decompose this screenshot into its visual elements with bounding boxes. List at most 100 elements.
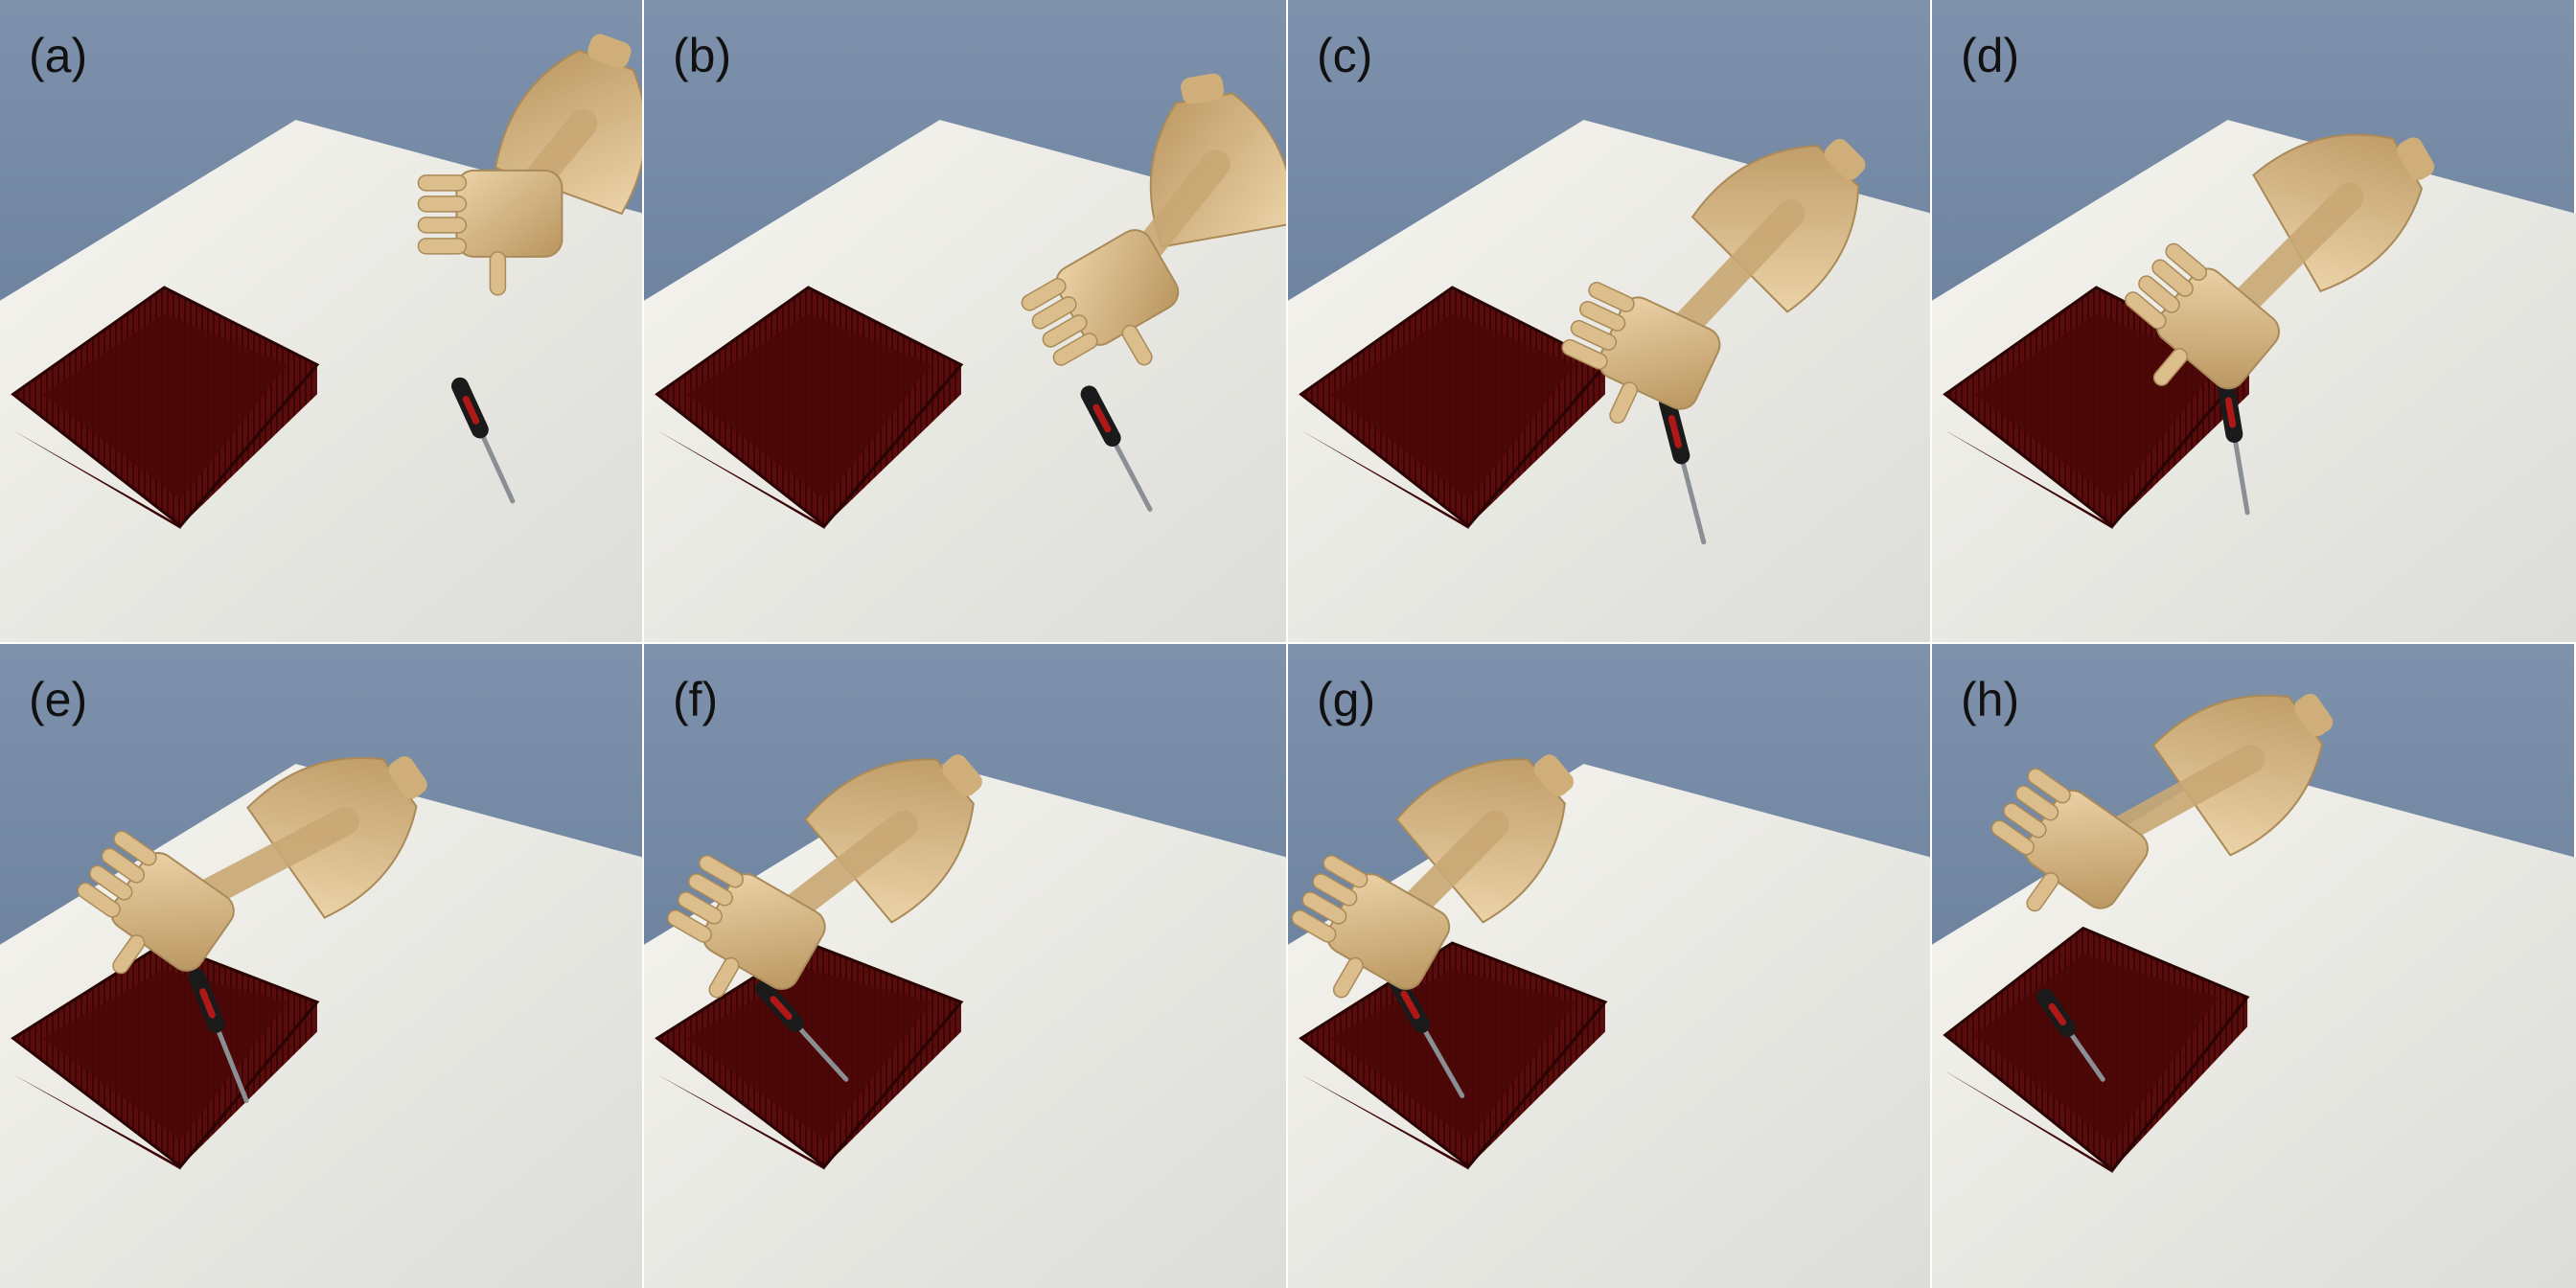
tray-front: [12, 1001, 317, 1167]
screwdriver-grip: [770, 996, 793, 1021]
palm-body: [1055, 229, 1180, 346]
finger: [1579, 300, 1626, 332]
finger: [2125, 291, 2167, 330]
table: [1932, 120, 2576, 645]
wrist: [942, 754, 982, 796]
tray-floor: [1974, 313, 2220, 500]
panel: (b): [644, 0, 1296, 645]
panel: (c): [1288, 0, 1932, 645]
finger: [417, 217, 468, 234]
screwdriver-shaft: [477, 426, 516, 504]
tray-front: [656, 1001, 961, 1167]
finger: [417, 196, 468, 213]
finger: [2014, 785, 2059, 821]
finger: [417, 238, 468, 255]
screwdriver-grip: [462, 396, 480, 425]
panel: (g): [1288, 644, 1932, 1288]
finger: [417, 174, 468, 192]
finger: [1021, 278, 1067, 311]
palm: [1021, 229, 1180, 366]
finger: [1052, 333, 1098, 366]
palm: [2125, 242, 2280, 390]
screwdriver-grip: [1092, 403, 1112, 433]
panel: (d): [1932, 0, 2576, 645]
finger: [688, 873, 733, 907]
finger: [2027, 768, 2071, 804]
tray-floor: [42, 313, 288, 500]
thumb: [708, 956, 740, 999]
wrist: [2397, 137, 2435, 181]
panel-label: (d): [1961, 29, 2019, 82]
finger: [667, 909, 712, 943]
panel: (a): [0, 0, 647, 645]
screwdriver-shaft: [793, 1021, 849, 1082]
finger: [1042, 314, 1088, 348]
finger: [77, 882, 121, 918]
screwdriver-grip: [1668, 415, 1682, 448]
wrist: [2293, 693, 2334, 737]
tray-front: [1944, 364, 2249, 526]
palm-body: [1598, 296, 1721, 410]
palm: [667, 855, 826, 999]
panel-label: (g): [1317, 673, 1375, 726]
finger: [1588, 282, 1635, 312]
screwdriver-shaft: [1678, 452, 1707, 545]
panel-label: (f): [673, 673, 718, 726]
finger: [1312, 873, 1358, 907]
thumb: [2026, 871, 2059, 912]
screwdriver-shaft: [213, 1022, 249, 1104]
screwdriver-shaft: [1110, 435, 1153, 512]
palm-body: [455, 169, 564, 258]
wrist: [587, 34, 632, 69]
finger: [1322, 855, 1368, 888]
tray-front: [1300, 364, 1605, 526]
panel-label: (h): [1961, 673, 2019, 726]
tray-front: [656, 364, 961, 526]
finger: [1031, 296, 1077, 330]
panel-label: (b): [673, 29, 731, 82]
panel: (h): [1932, 644, 2576, 1288]
palm: [417, 169, 564, 296]
panel: (f): [644, 644, 1288, 1288]
tray-floor: [1330, 313, 1576, 500]
finger: [101, 847, 146, 884]
tray-front: [12, 364, 317, 526]
tray-floor: [1330, 969, 1576, 1140]
thumb: [1121, 324, 1153, 366]
wrist: [388, 756, 427, 799]
tray-front: [1944, 997, 2248, 1170]
finger: [1990, 819, 2035, 856]
thumb: [1332, 956, 1364, 999]
thumb: [2152, 348, 2188, 386]
screwdriver-shaft: [2231, 431, 2250, 516]
wrist: [1824, 138, 1866, 180]
tray-floor: [686, 313, 932, 500]
wrist: [1533, 754, 1575, 796]
finger: [2151, 259, 2194, 297]
palm: [1561, 282, 1721, 425]
panel: (e): [0, 644, 644, 1288]
finger: [2003, 802, 2047, 839]
finger: [699, 855, 744, 888]
finger: [2138, 275, 2180, 313]
finger: [1291, 909, 1337, 943]
panel-label: (e): [29, 673, 87, 726]
thumb: [489, 251, 507, 296]
finger: [2165, 242, 2208, 282]
tray-floor: [42, 969, 288, 1140]
tray-front: [1300, 1001, 1605, 1167]
screwdriver-grip: [2224, 397, 2237, 428]
palm: [77, 830, 235, 975]
divider: [0, 642, 2576, 644]
finger: [1561, 338, 1608, 370]
palm: [1990, 768, 2149, 912]
palm: [1291, 855, 1451, 999]
screwdriver-grip: [2048, 1002, 2067, 1026]
finger: [1301, 891, 1347, 925]
thumb: [112, 934, 146, 975]
finger: [89, 864, 133, 901]
panel-label: (a): [29, 29, 87, 82]
finger: [678, 891, 723, 925]
